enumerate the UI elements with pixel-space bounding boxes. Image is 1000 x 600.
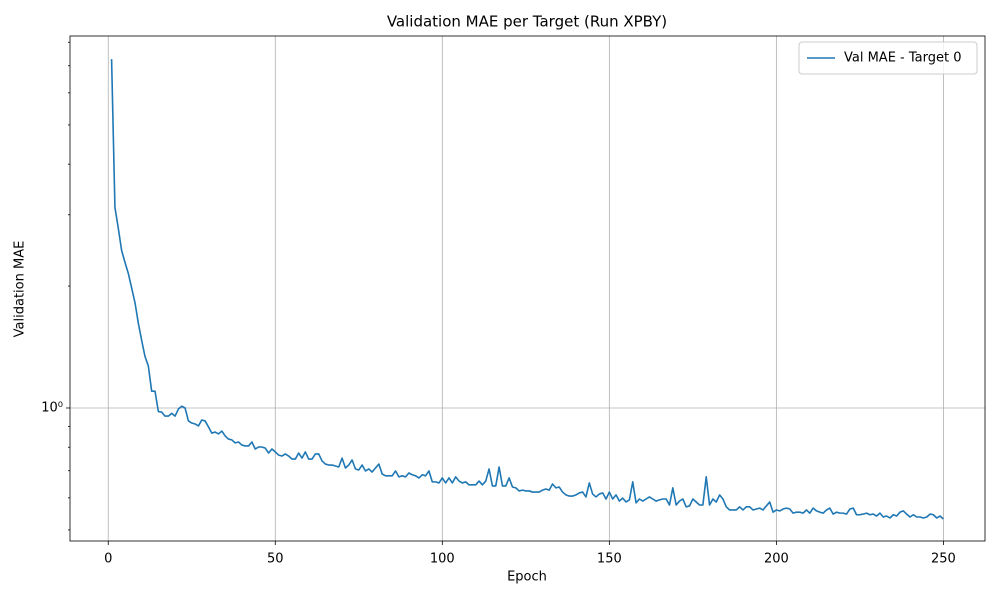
- x-tick-label: 50: [267, 552, 284, 567]
- legend-box: [798, 41, 978, 75]
- y-axis-label: Validation MAE: [13, 241, 28, 338]
- x-tick-label: 250: [931, 552, 956, 567]
- x-tick-label: 0: [104, 552, 112, 567]
- x-tick-label: 200: [764, 552, 789, 567]
- x-tick-label: 150: [597, 552, 622, 567]
- chart-title: Validation MAE per Target (Run XPBY): [387, 13, 667, 31]
- legend-label: Val MAE - Target 0: [844, 51, 962, 66]
- y-tick-label: 10⁰: [41, 400, 63, 415]
- x-tick-label: 100: [430, 552, 455, 567]
- line: [110, 59, 944, 520]
- plot-frame: [69, 35, 986, 542]
- x-axis-label: Epoch: [507, 570, 547, 585]
